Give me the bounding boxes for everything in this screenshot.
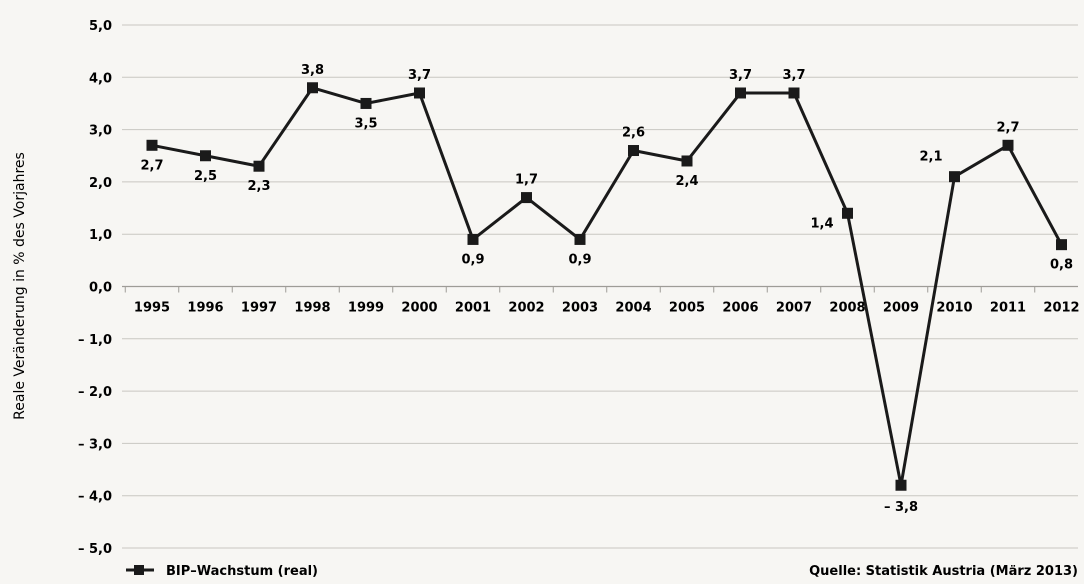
data-label: 0,9 xyxy=(568,252,591,267)
data-label: 3,7 xyxy=(408,68,431,83)
x-tick-label: 1999 xyxy=(348,301,384,316)
data-label: 0,8 xyxy=(1050,258,1073,273)
data-point xyxy=(788,87,800,99)
x-tick-label: 2001 xyxy=(455,301,491,316)
data-point xyxy=(628,145,639,157)
source-note: Quelle: Statistik Austria (März 2013) xyxy=(809,564,1078,579)
data-label: 1,7 xyxy=(515,173,538,188)
data-label: 2,4 xyxy=(675,174,698,189)
data-point xyxy=(414,87,425,99)
data-label: 3,7 xyxy=(782,68,805,83)
y-tick-label: 4,0 xyxy=(89,71,112,86)
y-axis-ticks: 5,0 4,0 3,0 2,0 1,0 0,0 – 1,0 – 2,0 – 3,0 – 4,0 – … xyxy=(78,19,112,557)
data-point xyxy=(574,233,586,245)
data-label: 2,7 xyxy=(996,120,1019,135)
data-point xyxy=(895,479,907,491)
y-tick-label: – 5,0 xyxy=(78,542,112,557)
y-tick-label: 1,0 xyxy=(89,228,112,243)
x-tick-label: 1998 xyxy=(294,301,330,316)
x-tick-label: 1996 xyxy=(187,301,223,316)
x-tick-label: 2010 xyxy=(936,301,972,316)
y-tick-label: 3,0 xyxy=(89,124,112,139)
x-tick-label: 2008 xyxy=(829,301,865,316)
x-tick-label: 2006 xyxy=(722,301,758,316)
legend-label: BIP–Wachstum (real) xyxy=(166,564,318,579)
y-tick-label: 5,0 xyxy=(89,19,112,34)
x-tick-label: 2011 xyxy=(990,301,1026,316)
data-point xyxy=(949,171,960,183)
legend-marker-icon xyxy=(134,565,144,575)
y-tick-label: 0,0 xyxy=(89,281,112,296)
data-point xyxy=(1056,239,1067,251)
data-label: – 3,8 xyxy=(884,500,918,515)
x-tick-label: 2004 xyxy=(615,301,651,316)
data-label: 3,7 xyxy=(729,68,752,83)
series-bip-wachstum xyxy=(146,82,1067,491)
data-label: 0,9 xyxy=(461,252,484,267)
data-point xyxy=(146,139,158,151)
data-labels: 2,7 2,5 2,3 3,8 3,5 3,7 0,9 1,7 0,9 2,6 2,4 3,7 3,7 1… xyxy=(140,63,1073,515)
data-point xyxy=(735,87,746,99)
x-tick-label: 2005 xyxy=(669,301,705,316)
x-tick-label: 2003 xyxy=(562,301,598,316)
y-tick-label: – 4,0 xyxy=(78,490,112,505)
data-point xyxy=(842,207,853,219)
data-point xyxy=(467,233,479,245)
y-tick-label: – 3,0 xyxy=(78,437,112,452)
y-axis-label: Reale Veränderung in % des Vorjahres xyxy=(12,152,28,420)
data-label: 2,1 xyxy=(919,150,942,165)
y-tick-label: – 2,0 xyxy=(78,385,112,400)
x-tick-label: 2002 xyxy=(508,301,544,316)
data-label: 2,7 xyxy=(140,158,163,173)
grid xyxy=(122,24,1078,549)
data-point xyxy=(253,160,265,172)
x-tick-label: 1997 xyxy=(241,301,277,316)
legend: BIP–Wachstum (real) xyxy=(126,564,318,579)
x-axis-ticks: 1995 1996 1997 1998 1999 2000 2001 2002 2003 2004… xyxy=(134,301,1080,316)
data-point xyxy=(1002,139,1014,151)
data-point xyxy=(681,155,693,167)
x-tick-label: 2000 xyxy=(401,301,437,316)
data-point xyxy=(200,150,211,162)
data-label: 2,5 xyxy=(194,169,217,184)
data-label: 2,3 xyxy=(247,179,270,194)
x-tick-label: 2007 xyxy=(776,301,812,316)
data-point xyxy=(521,192,532,204)
x-tick-label: 2009 xyxy=(883,301,919,316)
data-point xyxy=(307,82,318,94)
series-line xyxy=(151,86,1063,487)
x-tick-label: 2012 xyxy=(1043,301,1079,316)
data-label: 1,4 xyxy=(810,216,833,231)
x-tick-label: 1995 xyxy=(134,301,170,316)
y-tick-label: – 1,0 xyxy=(78,333,112,348)
data-point xyxy=(360,97,372,109)
data-label: 3,5 xyxy=(354,116,377,131)
data-label: 3,8 xyxy=(301,63,324,78)
y-tick-label: 2,0 xyxy=(89,176,112,191)
data-label: 2,6 xyxy=(622,126,645,141)
